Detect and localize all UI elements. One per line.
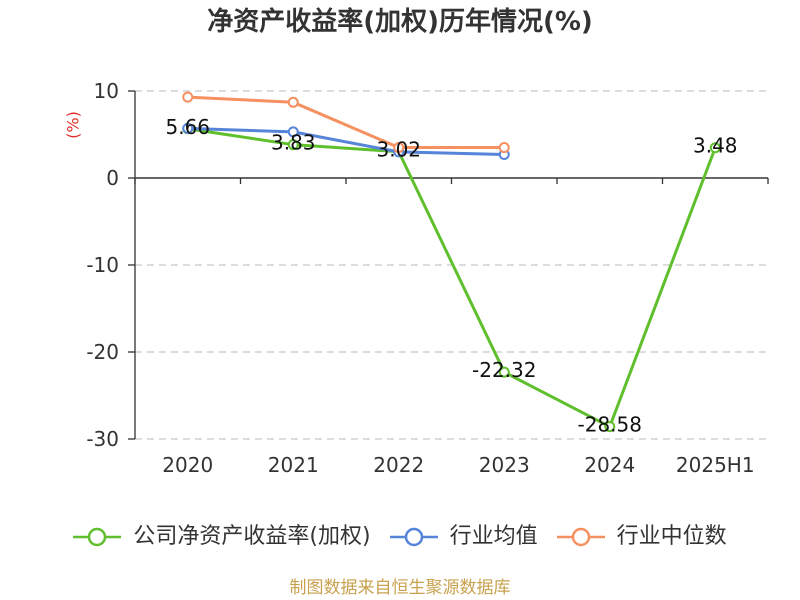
data-label-company-roe: 5.66 [165, 115, 210, 139]
chart-title: 净资产收益率(加权)历年情况(%) [207, 7, 593, 37]
legend-item-company-roe: 公司净资产收益率(加权) [73, 520, 371, 554]
legend-item-industry-average: 行业均值 [389, 520, 538, 554]
x-tick-label: 2022 [373, 453, 424, 477]
legend-label-industry-average: 行业均值 [449, 524, 538, 549]
x-tick-label: 2021 [268, 453, 319, 477]
x-tick-label: 2025H1 [676, 453, 755, 477]
series-line-industry-median [186, 95, 506, 150]
legend-line-marker-icon [73, 527, 122, 547]
y-tick-label: 0 [106, 166, 119, 190]
data-label-company-roe: 3.83 [271, 131, 316, 155]
x-tick-label: 2023 [479, 453, 530, 477]
series [182, 91, 721, 433]
data-point-industry-average [182, 122, 194, 134]
x-tick-label: 2020 [162, 453, 213, 477]
legend-label-industry-median: 行业中位数 [616, 524, 727, 549]
data-point-company-roe [287, 139, 299, 151]
y-tick-label: -10 [86, 253, 119, 277]
x-tick-label: 2024 [584, 453, 635, 477]
legend-label-company-roe: 公司净资产收益率(加权) [133, 524, 371, 549]
data-point-industry-average [287, 126, 299, 138]
data-point-company-roe [498, 366, 510, 378]
data-point-industry-median [287, 96, 299, 108]
data-label-company-roe: 3.02 [376, 138, 421, 162]
data-point-company-roe [604, 421, 616, 433]
data-point-industry-median [498, 142, 510, 154]
data-label-company-roe: -22.32 [472, 358, 536, 382]
legend-line-marker-icon [556, 527, 605, 547]
series-line-industry-average [186, 126, 506, 157]
legend-line-marker-icon [389, 527, 438, 547]
legend: 公司净资产收益率(加权) 行业均值 行业中位数 [0, 520, 800, 554]
data-point-industry-median [182, 91, 194, 103]
data-label-company-roe: 3.48 [693, 134, 738, 158]
axes: 10 0 -10 -20 -30 2020 2021 2022 2023 2024 2025H1 [86, 79, 769, 477]
series-line-company-roe [186, 127, 717, 429]
data-point-industry-median [393, 142, 405, 154]
y-axis-label: (%) [64, 111, 83, 139]
legend-item-industry-median: 行业中位数 [556, 520, 727, 554]
source-note: 制图数据来自恒生聚源数据库 [289, 578, 511, 598]
y-tick-label: 10 [94, 79, 119, 103]
data-point-company-roe [709, 142, 721, 154]
data-labels: 5.66 3.83 3.02 -22.32 -28.58 3.48 [165, 115, 737, 437]
y-tick-label: -20 [86, 340, 119, 364]
data-label-company-roe: -28.58 [578, 413, 642, 437]
y-tick-label: -30 [86, 427, 119, 451]
